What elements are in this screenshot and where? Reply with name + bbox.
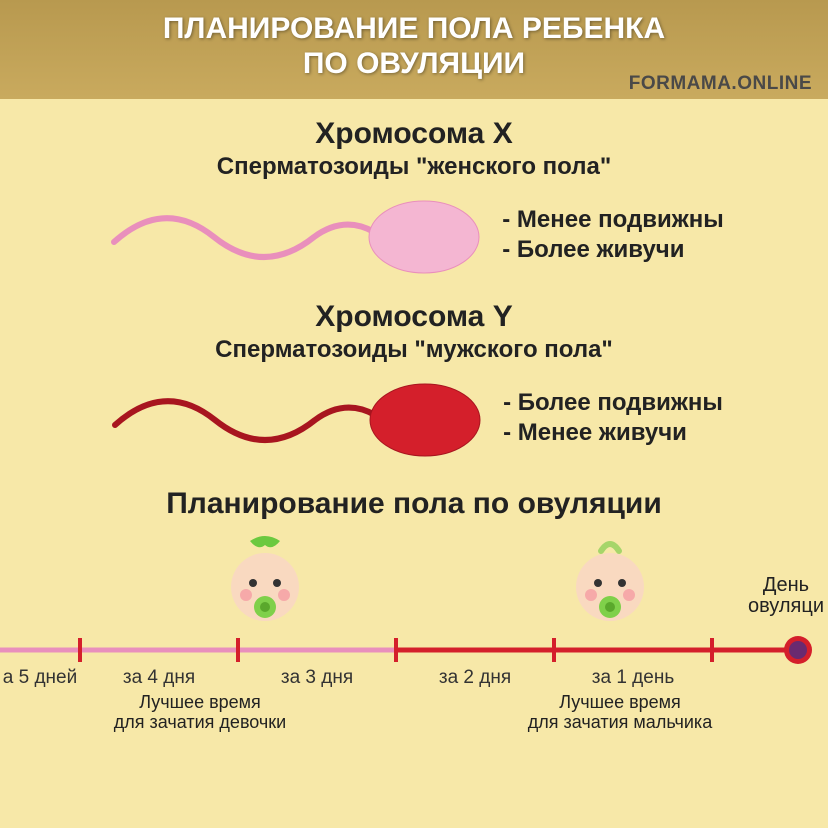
timeline: День овуляци а 5 дней за 4 дня за 3 дня …	[0, 535, 828, 745]
y-title: Хромосома Y	[0, 300, 828, 334]
best-girl: Лучшее время для зачатия девочки	[70, 693, 330, 733]
baby-girl-icon	[220, 535, 310, 630]
baby-boy-icon	[565, 535, 655, 630]
best-boy-l2: для зачатия мальчика	[528, 712, 712, 732]
seg-1: за 1 день	[554, 667, 712, 689]
best-boy-l1: Лучшее время	[559, 692, 681, 712]
best-girl-l2: для зачатия девочки	[114, 712, 286, 732]
segment-labels: а 5 дней за 4 дня за 3 дня за 2 дня за 1…	[0, 667, 828, 689]
y-trait-2: - Менее живучи	[503, 418, 723, 448]
seg-2: за 2 дня	[396, 667, 554, 689]
best-girl-l1: Лучшее время	[139, 692, 261, 712]
seg-4: за 4 дня	[80, 667, 238, 689]
ovulation-label: День овуляци	[748, 575, 824, 617]
x-subtitle: Сперматозоиды "женского пола"	[0, 153, 828, 181]
x-trait-1: - Менее подвижны	[502, 205, 723, 235]
seg-5: а 5 дней	[0, 667, 80, 689]
ovu-l1: День	[763, 574, 809, 596]
plan-title: Планирование пола по овуляции	[0, 487, 828, 521]
section-y: Хромосома Y Сперматозоиды "мужского пола…	[0, 300, 828, 465]
timeline-axis	[0, 635, 828, 665]
best-boy: Лучшее время для зачатия мальчика	[490, 693, 750, 733]
x-traits: - Менее подвижны - Более живучи	[502, 205, 723, 265]
title-line-2: ПО ОВУЛЯЦИИ	[303, 47, 525, 80]
y-traits: - Более подвижны - Менее живучи	[503, 388, 723, 448]
header: ПЛАНИРОВАНИЕ ПОЛА РЕБЕНКА ПО ОВУЛЯЦИИ FO…	[0, 0, 828, 99]
sperm-x-icon	[104, 187, 484, 282]
header-title: ПЛАНИРОВАНИЕ ПОЛА РЕБЕНКА ПО ОВУЛЯЦИИ	[10, 12, 818, 81]
seg-3: за 3 дня	[238, 667, 396, 689]
y-trait-1: - Более подвижны	[503, 388, 723, 418]
y-row: - Более подвижны - Менее живучи	[0, 370, 828, 465]
y-subtitle: Сперматозоиды "мужского пола"	[0, 336, 828, 364]
watermark: FORMAMA.ONLINE	[629, 73, 812, 95]
ovu-l2: овуляци	[748, 595, 824, 617]
sperm-y-icon	[105, 370, 485, 465]
title-line-1: ПЛАНИРОВАНИЕ ПОЛА РЕБЕНКА	[163, 12, 665, 45]
x-title: Хромосома X	[0, 117, 828, 151]
x-row: - Менее подвижны - Более живучи	[0, 187, 828, 282]
x-trait-2: - Более живучи	[502, 235, 723, 265]
section-x: Хромосома X Сперматозоиды "женского пола…	[0, 117, 828, 282]
